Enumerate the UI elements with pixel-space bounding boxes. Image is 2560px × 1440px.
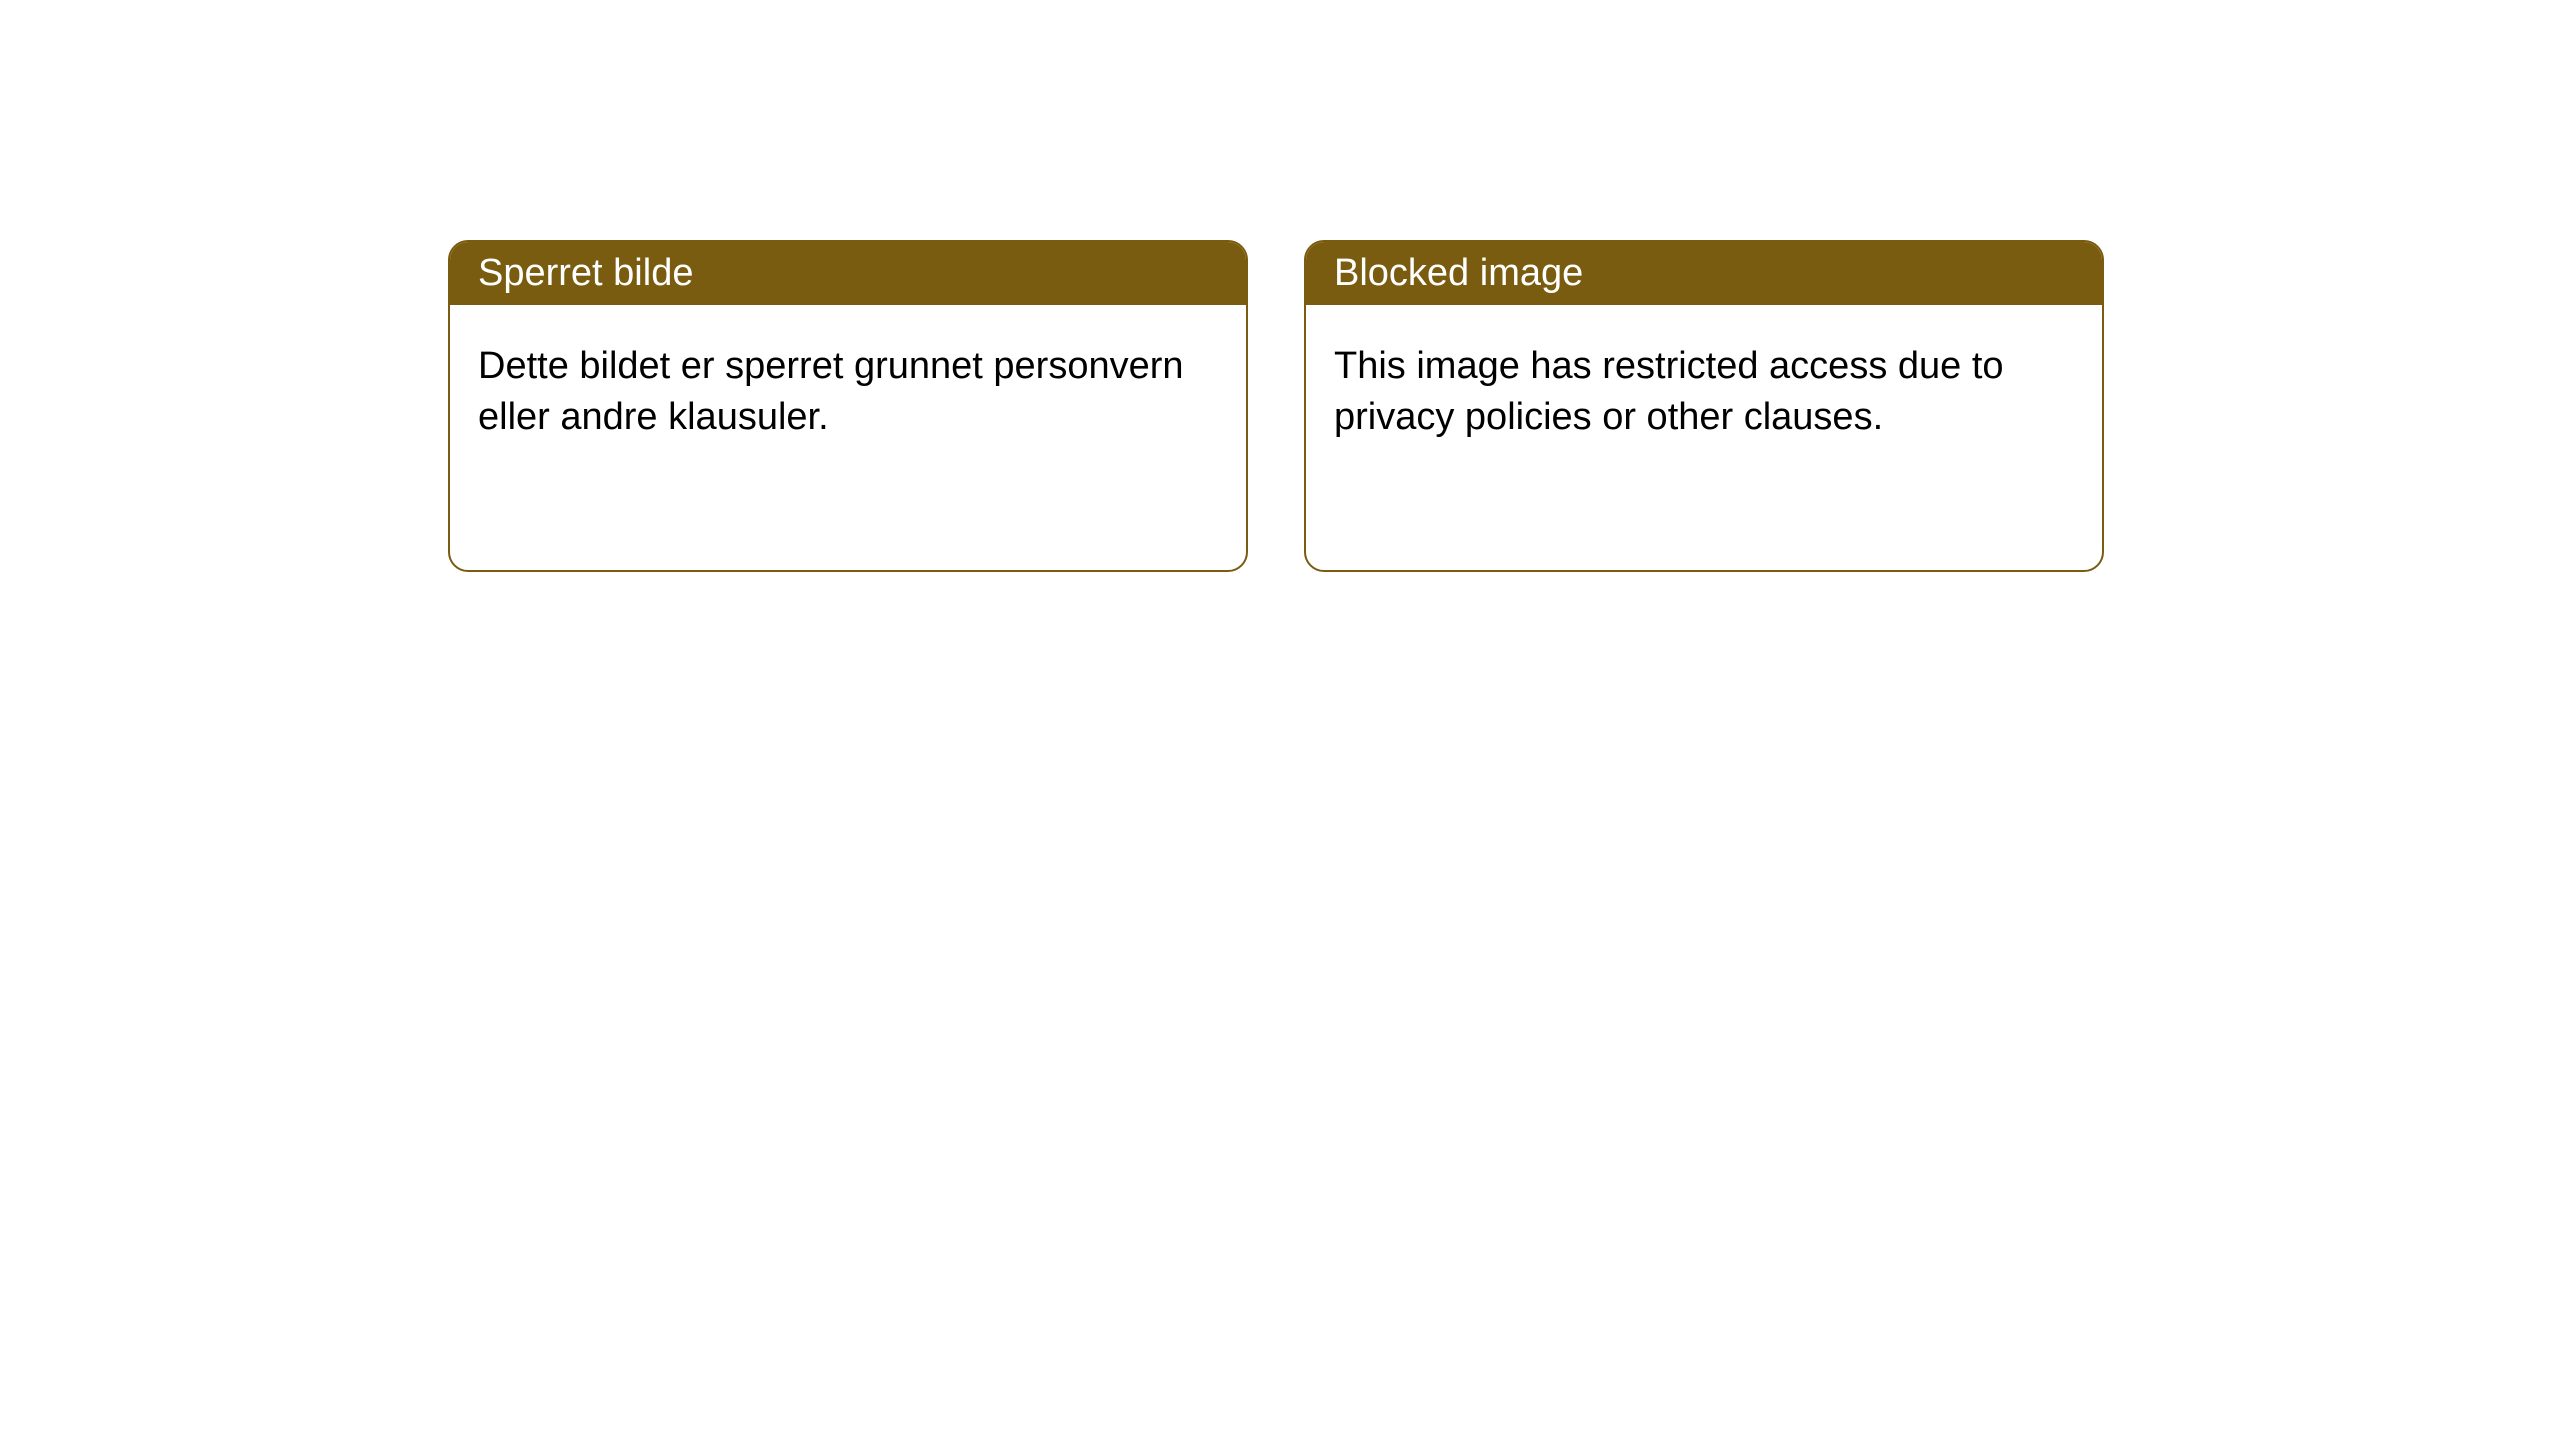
card-header: Blocked image	[1306, 242, 2102, 305]
card-body-text: Dette bildet er sperret grunnet personve…	[478, 345, 1184, 438]
notice-card-english: Blocked image This image has restricted …	[1304, 240, 2104, 572]
notice-card-norwegian: Sperret bilde Dette bildet er sperret gr…	[448, 240, 1248, 572]
notice-cards-container: Sperret bilde Dette bildet er sperret gr…	[0, 0, 2560, 572]
card-title: Blocked image	[1334, 252, 1583, 294]
card-body: This image has restricted access due to …	[1306, 305, 2102, 480]
card-title: Sperret bilde	[478, 252, 693, 294]
card-body-text: This image has restricted access due to …	[1334, 345, 2004, 438]
card-body: Dette bildet er sperret grunnet personve…	[450, 305, 1246, 480]
card-header: Sperret bilde	[450, 242, 1246, 305]
